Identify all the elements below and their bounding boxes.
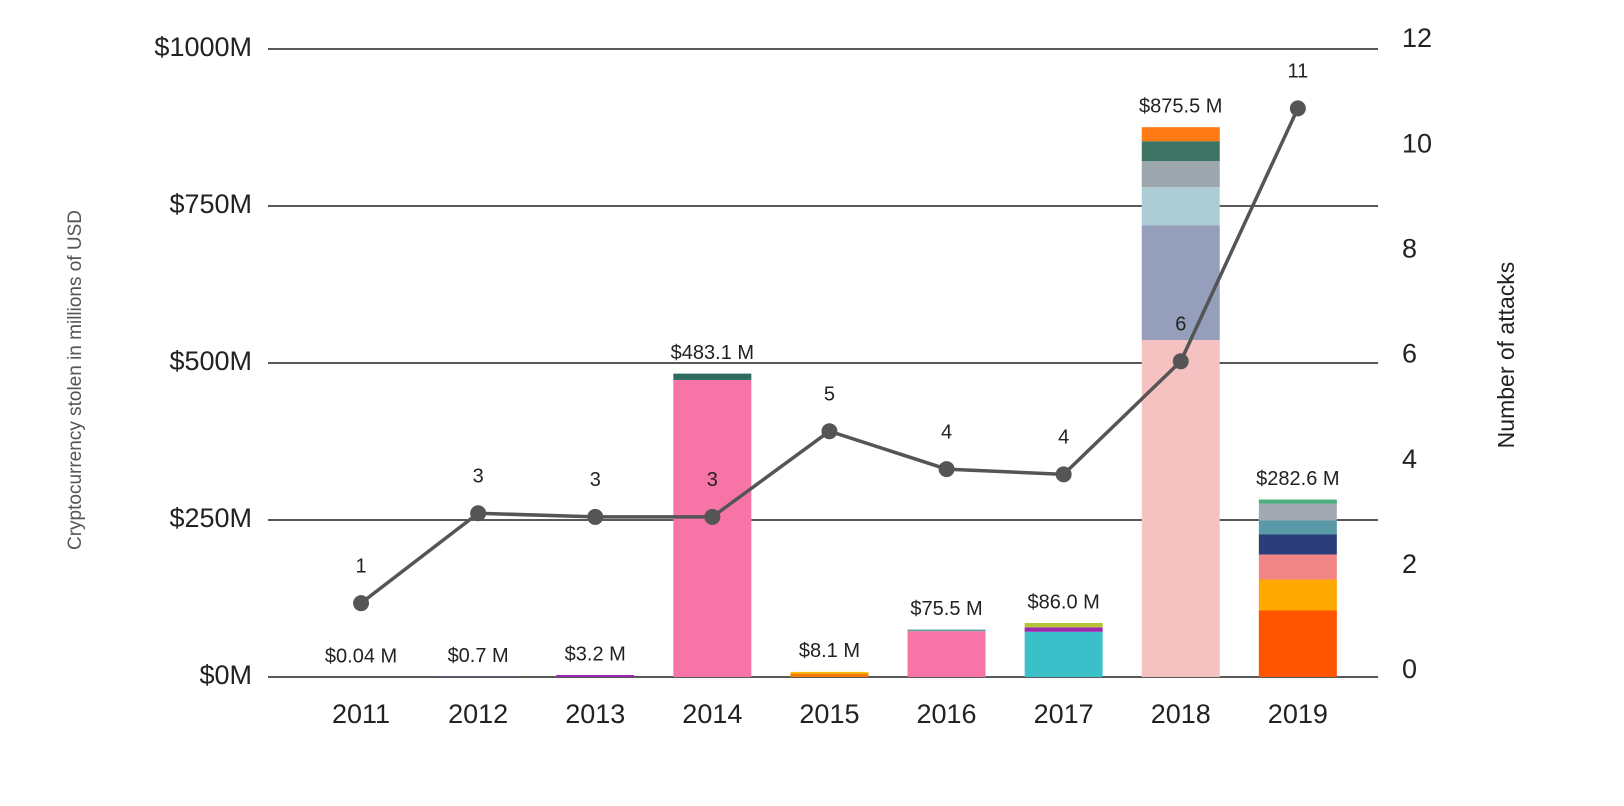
attack-point: [353, 595, 370, 612]
y2-tick-label: 8: [1402, 233, 1417, 263]
bar-segment: [1258, 499, 1337, 504]
attack-point: [938, 461, 955, 478]
attack-point: [1055, 466, 1072, 483]
bar-segment: [1258, 503, 1337, 521]
bar-segment: [673, 373, 752, 380]
bar-segment: [1024, 622, 1103, 628]
bar-segment: [1141, 340, 1220, 677]
attack-label: 5: [824, 384, 835, 406]
y2-tick-label: 10: [1402, 128, 1432, 158]
bar-segment: [1258, 579, 1337, 611]
x-tick-label: 2019: [1268, 699, 1328, 729]
bar-total-label: $875.5 M: [1139, 95, 1222, 117]
y2-axis-label: Number of attacks: [1493, 262, 1519, 449]
attack-point: [704, 508, 721, 525]
bar-segment: [1258, 534, 1337, 555]
bar-segment: [907, 631, 986, 677]
bar-total-label: $75.5 M: [910, 598, 982, 620]
y-tick-label: $0M: [199, 660, 252, 690]
attack-label: 4: [1058, 427, 1069, 449]
attack-point: [470, 505, 487, 522]
bar-total-label: $483.1 M: [671, 342, 754, 364]
bar-total-label: $0.7 M: [448, 645, 509, 667]
bar-segment: [790, 673, 869, 677]
bar-segment: [1258, 554, 1337, 580]
attack-point: [821, 423, 838, 440]
bar-total-label: $86.0 M: [1028, 591, 1100, 613]
attack-label: 3: [707, 469, 718, 491]
x-tick-label: 2014: [682, 699, 742, 729]
y-tick-label: $500M: [169, 346, 252, 376]
bar-segment: [1141, 127, 1220, 142]
y-tick-label: $250M: [169, 503, 252, 533]
attack-label: 1: [355, 555, 366, 577]
bar-segment: [1258, 610, 1337, 677]
attack-label: 11: [1287, 61, 1308, 83]
x-tick-label: 2018: [1151, 699, 1211, 729]
y2-tick-label: 12: [1402, 23, 1432, 53]
y2-tick-label: 4: [1402, 444, 1417, 474]
bar-segment: [1024, 627, 1103, 632]
attack-label: 3: [590, 469, 601, 491]
x-tick-label: 2016: [917, 699, 977, 729]
y2-tick-label: 2: [1402, 549, 1417, 579]
x-tick-label: 2012: [448, 699, 508, 729]
bar-segment: [790, 671, 869, 674]
bar-segment: [556, 674, 635, 677]
bar-segment: [1024, 631, 1103, 677]
x-tick-label: 2017: [1034, 699, 1094, 729]
x-tick-label: 2011: [332, 699, 390, 729]
bar-segment: [1141, 225, 1220, 341]
bar-segment: [1141, 161, 1220, 188]
x-tick-label: 2015: [799, 699, 859, 729]
bar-segment: [907, 629, 986, 632]
bar-segment: [1141, 187, 1220, 226]
bar-total-label: $282.6 M: [1256, 468, 1339, 490]
attack-label: 6: [1175, 314, 1186, 336]
bar-total-label: $0.04 M: [325, 645, 397, 667]
attack-label: 4: [941, 421, 952, 443]
y-tick-label: $1000M: [154, 32, 252, 62]
bar-total-label: $3.2 M: [565, 643, 626, 665]
y2-tick-label: 0: [1402, 654, 1417, 684]
attack-point: [1172, 353, 1189, 370]
bar-segment: [673, 379, 752, 677]
bar-segment: [1141, 141, 1220, 162]
attack-label: 3: [473, 466, 484, 488]
x-tick-label: 2013: [565, 699, 625, 729]
attack-point: [1289, 100, 1306, 117]
bar-total-label: $8.1 M: [799, 640, 860, 662]
y-axis-label: Cryptocurrency stolen in millions of USD: [65, 210, 86, 550]
bar-segment: [1258, 520, 1337, 535]
y-tick-label: $750M: [169, 189, 252, 219]
y2-tick-label: 6: [1402, 339, 1417, 369]
attack-point: [587, 508, 604, 525]
